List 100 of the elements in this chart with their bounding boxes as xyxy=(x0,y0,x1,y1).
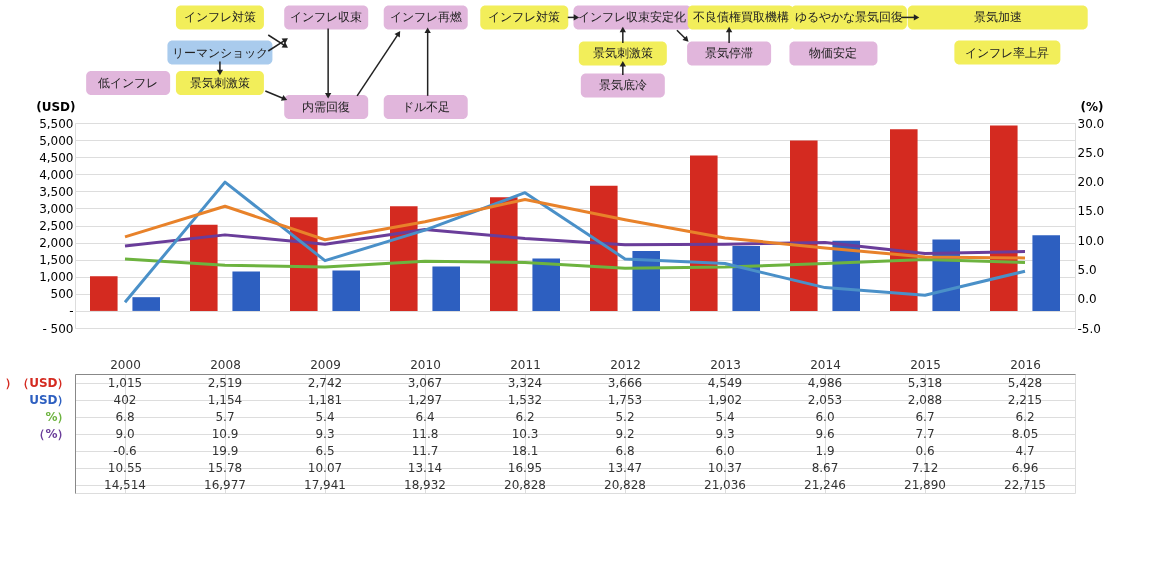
bar xyxy=(432,266,460,311)
data-label: 1,532 xyxy=(507,392,543,407)
data-label: 11.8 xyxy=(411,426,439,441)
data-label: 1,154 xyxy=(207,392,243,407)
data-label: 3,067 xyxy=(407,375,443,390)
text: 景気加速 xyxy=(973,10,1022,25)
data-label: 1,297 xyxy=(407,392,443,407)
bar xyxy=(190,224,218,311)
y-tick-label: 2,000 xyxy=(39,236,74,251)
text: ドル不足 xyxy=(401,100,450,114)
bar xyxy=(990,125,1018,311)
text: インフレ収束安定化 xyxy=(578,10,687,25)
data-label: 6.2 xyxy=(515,409,535,424)
data-label: 8.05 xyxy=(1011,426,1039,441)
bar xyxy=(890,129,918,311)
x-tick-label: 2008 xyxy=(210,357,241,372)
data-label: 3,324 xyxy=(507,375,543,390)
text: インフレ対策 xyxy=(488,10,561,25)
data-label: 2,742 xyxy=(307,375,343,390)
x-tick-label: 2010 xyxy=(410,357,441,372)
bar xyxy=(690,155,718,311)
y2-axis-title: (%) xyxy=(1080,99,1104,114)
data-label: 2,519 xyxy=(207,375,243,390)
x-tick-label: 2015 xyxy=(910,357,941,372)
data-label: 5.2 xyxy=(615,409,635,424)
text: ）（USD） xyxy=(5,376,70,390)
bar xyxy=(732,245,760,311)
data-label: 8.67 xyxy=(811,460,839,475)
data-label: 10.55 xyxy=(107,460,143,475)
text: 低インフレ xyxy=(98,76,159,90)
bar xyxy=(790,140,818,311)
x-tick-label: 2011 xyxy=(510,357,541,372)
y-tick-label: - 500 xyxy=(42,321,74,336)
text: 内需回復 xyxy=(302,100,351,114)
data-label: 1,902 xyxy=(707,392,743,407)
text: 18,932 xyxy=(404,477,446,492)
data-label: 5.4 xyxy=(315,409,335,424)
y2-tick-label: 0.0 xyxy=(1077,292,1097,307)
data-label: 6.5 xyxy=(315,443,335,458)
data-label: 4,986 xyxy=(807,375,843,390)
data-label: 3,666 xyxy=(607,375,643,390)
text: （%） xyxy=(33,427,70,441)
text: 14,514 xyxy=(104,477,146,492)
data-label: 1,181 xyxy=(307,392,343,407)
text: 21,890 xyxy=(904,477,946,492)
text: 景気停滞 xyxy=(705,46,754,61)
x-tick-label: 2000 xyxy=(110,357,141,372)
y-tick-label: 3,500 xyxy=(39,184,74,199)
bar xyxy=(490,197,518,311)
data-label: 6.0 xyxy=(715,443,735,458)
data-label: -0.6 xyxy=(113,443,137,458)
data-label: 10.07 xyxy=(307,460,343,475)
y-tick-label: 5,000 xyxy=(39,133,74,148)
text: 景気刺激策 xyxy=(189,76,250,90)
y2-tick-label: 5.0 xyxy=(1077,262,1097,277)
y-axis-title: (USD) xyxy=(36,99,76,114)
data-label: 9.3 xyxy=(715,426,735,441)
text: ゆるやかな景気回復 xyxy=(794,10,903,25)
data-label: 16.95 xyxy=(507,460,543,475)
y-tick-label: - xyxy=(69,304,74,319)
y2-tick-label: 20.0 xyxy=(1077,175,1105,190)
text: %） xyxy=(45,410,70,424)
x-tick-label: 2009 xyxy=(310,357,341,372)
data-label: 5,428 xyxy=(1007,375,1043,390)
text: 22,715 xyxy=(1004,477,1046,492)
data-label: 9.6 xyxy=(815,426,835,441)
y2-tick-label: 25.0 xyxy=(1077,145,1105,160)
x-tick-label: 2013 xyxy=(710,357,741,372)
text: 不良債権買取機構 xyxy=(692,10,789,25)
data-label: 10.37 xyxy=(707,460,743,475)
y-tick-label: 4,500 xyxy=(39,150,74,165)
bar xyxy=(1032,235,1060,311)
data-label: 6.0 xyxy=(815,409,835,424)
y-tick-label: 3,000 xyxy=(39,201,74,216)
data-label: 13.14 xyxy=(407,460,443,475)
data-label: 6.96 xyxy=(1011,460,1039,475)
x-tick-label: 2016 xyxy=(1010,357,1041,372)
text: インフレ率上昇 xyxy=(965,45,1050,60)
text: 物価安定 xyxy=(809,46,858,61)
data-label: 2,215 xyxy=(1007,392,1043,407)
data-label: 9.0 xyxy=(115,426,135,441)
line-series xyxy=(123,257,1027,270)
data-label: 18.1 xyxy=(511,443,539,458)
data-label: 2,088 xyxy=(907,392,943,407)
text: リーマンショック xyxy=(171,45,268,60)
bar xyxy=(232,271,260,311)
data-label: 1,015 xyxy=(107,375,143,390)
data-label: 11.7 xyxy=(411,443,439,458)
bar xyxy=(132,297,160,311)
text: 21,036 xyxy=(704,477,746,492)
text: 17,941 xyxy=(304,477,346,492)
data-label: 5.4 xyxy=(715,409,735,424)
data-label: 4,549 xyxy=(707,375,743,390)
data-label: 6.8 xyxy=(615,443,635,458)
text: 景気底冷 xyxy=(598,78,647,93)
y2-tick-label: 10.0 xyxy=(1077,233,1105,248)
y-tick-label: 500 xyxy=(50,287,74,302)
data-label: 402 xyxy=(113,392,137,407)
y2-tick-label: 15.0 xyxy=(1077,204,1105,219)
y2-tick-label: 30.0 xyxy=(1077,116,1105,131)
